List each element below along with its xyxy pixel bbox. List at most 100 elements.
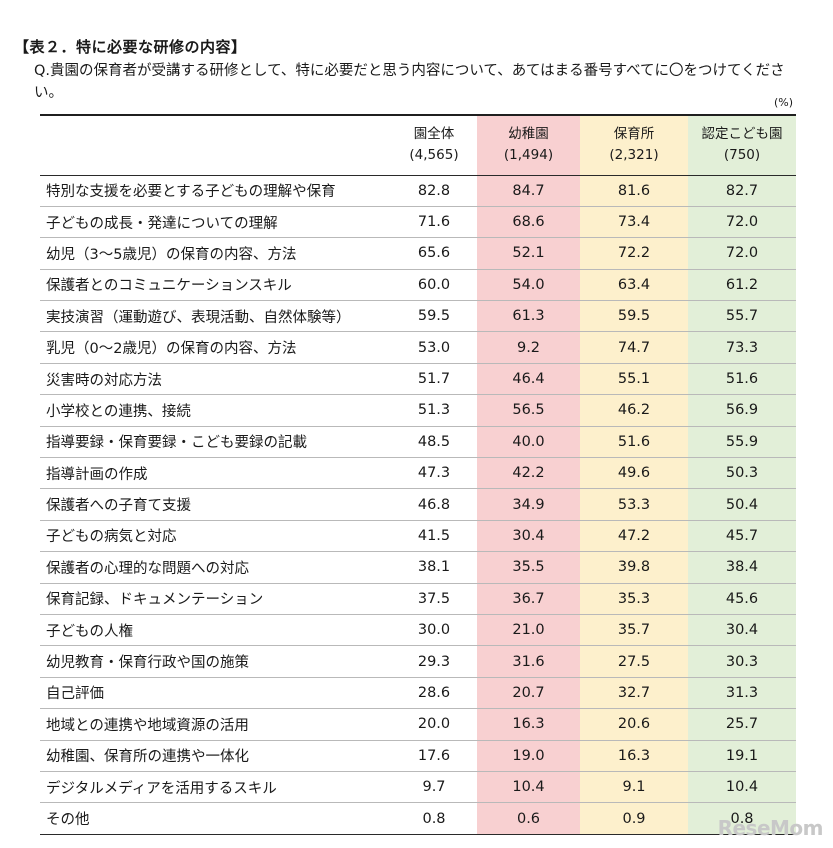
value-cell: 27.5 [580, 645, 688, 678]
header-all: 園全体 (4,565) [391, 115, 477, 175]
value-cell: 20.6 [580, 708, 688, 741]
value-cell: 21.0 [477, 614, 580, 646]
value-cell: 42.2 [477, 457, 580, 489]
table-row: 子どもの成長・発達についての理解 71.6 68.6 73.4 72.0 [40, 206, 796, 238]
question-text: Q.貴園の保育者が受講する研修として、特に必要だと思う内容について、あてはまる番… [34, 63, 785, 101]
value-cell: 38.1 [417, 559, 451, 576]
row-label: 幼児（3～5歳児）の保育の内容、方法 [46, 246, 297, 263]
table-row: 保護者への子育て支援 46.8 34.9 53.3 50.4 [40, 488, 796, 521]
table-row: 保護者の心理的な問題への対応 38.1 35.5 39.8 38.4 [40, 551, 796, 584]
row-label: 指導要録・保育要録・こども要録の記載 [46, 435, 307, 452]
table-row: 子どもの人権 30.0 21.0 35.7 30.4 [40, 614, 796, 646]
value-cell: 82.7 [688, 175, 796, 207]
value-cell: 50.3 [688, 457, 796, 489]
value-cell: 82.8 [417, 182, 451, 199]
value-cell: 73.3 [688, 331, 796, 364]
value-cell: 0.8 [422, 810, 446, 827]
value-cell: 45.7 [688, 520, 796, 552]
table-row: 保護者とのコミュニケーションスキル 60.0 54.0 63.4 61.2 [40, 269, 796, 301]
value-cell: 30.4 [477, 520, 580, 552]
value-cell: 81.6 [580, 175, 688, 207]
value-cell: 35.5 [477, 551, 580, 584]
row-label: 小学校との連携、接続 [46, 403, 191, 420]
row-label: 幼児教育・保育行政や国の施策 [46, 655, 249, 672]
table-row: 保育記録、ドキュメンテーション 37.5 36.7 35.3 45.6 [40, 583, 796, 615]
value-cell: 60.0 [417, 276, 451, 293]
row-label: 特別な支援を必要とする子どもの理解や保育 [46, 184, 336, 201]
value-cell: 71.6 [417, 214, 451, 231]
table-row: 幼児（3～5歳児）の保育の内容、方法 65.6 52.1 72.2 72.0 [40, 237, 796, 270]
value-cell: 35.3 [580, 583, 688, 615]
value-cell: 19.0 [477, 740, 580, 772]
value-cell: 20.7 [477, 677, 580, 709]
value-cell: 63.4 [580, 269, 688, 301]
unit-label: (%) [773, 96, 793, 109]
row-label: 子どもの病気と対応 [46, 529, 177, 546]
value-cell: 36.7 [477, 583, 580, 615]
column-name: 園全体 [413, 126, 455, 143]
value-cell: 73.4 [580, 206, 688, 238]
value-cell: 46.8 [417, 496, 451, 513]
value-cell: 47.2 [580, 520, 688, 552]
table-row: 特別な支援を必要とする子どもの理解や保育 82.8 84.7 81.6 82.7 [40, 175, 796, 207]
row-label: 幼稚園、保育所の連携や一体化 [46, 749, 249, 766]
value-cell: 39.8 [580, 551, 688, 584]
value-cell: 10.4 [477, 771, 580, 803]
value-cell: 46.2 [580, 394, 688, 427]
value-cell: 51.6 [688, 363, 796, 395]
value-cell: 54.0 [477, 269, 580, 301]
row-label: 子どもの人権 [46, 623, 133, 640]
table-row: 子どもの病気と対応 41.5 30.4 47.2 45.7 [40, 520, 796, 552]
row-label: その他 [46, 812, 90, 828]
value-cell: 46.4 [477, 363, 580, 395]
column-name: 幼稚園 [508, 126, 549, 143]
table-row: 指導要録・保育要録・こども要録の記載 48.5 40.0 51.6 55.9 [40, 426, 796, 458]
row-label: 自己評価 [46, 686, 104, 703]
column-n: (750) [723, 147, 761, 164]
value-cell: 53.0 [417, 339, 451, 356]
row-label: 保護者への子育て支援 [46, 498, 191, 515]
value-cell: 72.2 [580, 237, 688, 270]
table-row: 実技演習（運動遊び、表現活動、自然体験等） 59.5 61.3 59.5 55.7 [40, 300, 796, 332]
value-cell: 72.0 [688, 237, 796, 270]
value-cell: 9.1 [580, 771, 688, 803]
value-cell: 55.1 [580, 363, 688, 395]
value-cell: 40.0 [477, 426, 580, 458]
value-cell: 0.6 [477, 802, 580, 835]
value-cell: 74.7 [580, 331, 688, 364]
row-label: 保育記録、ドキュメンテーション [46, 592, 264, 609]
value-cell: 45.6 [688, 583, 796, 615]
value-cell: 55.7 [688, 300, 796, 332]
value-cell: 41.5 [417, 527, 451, 544]
column-name: 認定こども園 [701, 126, 783, 143]
row-label: 実技演習（運動遊び、表現活動、自然体験等） [46, 309, 351, 326]
value-cell: 51.6 [580, 426, 688, 458]
row-label: 保護者とのコミュニケーションスキル [46, 278, 292, 295]
row-label: 災害時の対応方法 [46, 372, 162, 389]
header-certified: 認定こども園 (750) [688, 115, 796, 175]
row-label: 乳児（0～2歳児）の保育の内容、方法 [46, 341, 297, 358]
value-cell: 34.9 [477, 488, 580, 521]
row-label: 保護者の心理的な問題への対応 [46, 560, 249, 577]
column-name: 保育所 [613, 126, 655, 143]
value-cell: 30.0 [417, 622, 451, 639]
value-cell: 0.8 [688, 802, 796, 835]
header-kindergarten: 幼稚園 (1,494) [477, 115, 580, 175]
column-n: (4,565) [409, 147, 459, 164]
value-cell: 61.2 [688, 269, 796, 301]
value-cell: 30.4 [688, 614, 796, 646]
table-body: 特別な支援を必要とする子どもの理解や保育 82.8 84.7 81.6 82.7 子どもの… [40, 175, 796, 835]
value-cell: 28.6 [417, 684, 451, 701]
resemom-logo: ReseMom [717, 816, 824, 840]
row-label: 地域との連携や地域資源の活用 [46, 717, 249, 734]
value-cell: 16.3 [580, 740, 688, 772]
value-cell: 49.6 [580, 457, 688, 489]
value-cell: 59.5 [580, 300, 688, 332]
table-row: 指導計画の作成 47.3 42.2 49.6 50.3 [40, 457, 796, 489]
value-cell: 31.3 [688, 677, 796, 709]
table-row: デジタルメディアを活用するスキル 9.7 10.4 9.1 10.4 [40, 771, 796, 803]
table-row: その他 0.8 0.6 0.9 0.8 [40, 802, 796, 835]
table-row: 幼稚園、保育所の連携や一体化 17.6 19.0 16.3 19.1 [40, 740, 796, 772]
value-cell: 53.3 [580, 488, 688, 521]
value-cell: 52.1 [477, 237, 580, 270]
